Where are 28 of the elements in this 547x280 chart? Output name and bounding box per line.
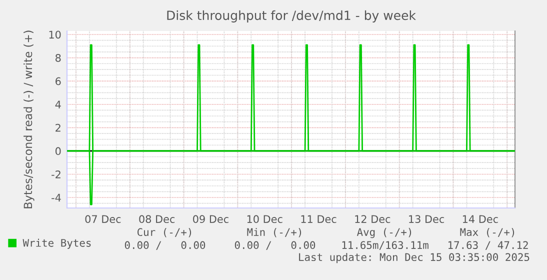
y-tick-label: 0 — [56, 147, 61, 156]
y-tick-label: -2 — [52, 170, 60, 178]
text: Last update: Mon Dec 15 03:35:00 2025 — [299, 252, 530, 264]
text: 0.00 / 0.00 — [124, 241, 206, 250]
text: Cur (-/+) — [137, 228, 192, 238]
y-tick-label: 6 — [56, 77, 61, 86]
text: 17.63 / 47.12 — [448, 241, 528, 250]
legend-label: Write Bytes — [22, 238, 91, 249]
text: 11.65m/163.11m — [342, 241, 428, 250]
chart-title: Disk throughput for /dev/md1 - by week — [167, 10, 416, 22]
text: Min (-/+) — [247, 228, 302, 238]
x-tick-label: 09 Dec — [193, 215, 228, 224]
x-tick-label: 12 Dec — [355, 215, 390, 224]
x-tick-label: 07 Dec — [85, 215, 121, 224]
x-tick-label: 10 Dec — [247, 215, 282, 224]
y-tick-label: 10 — [49, 30, 61, 39]
y-tick-label: 2 — [56, 124, 60, 132]
text: 0.00 / 0.00 — [234, 241, 316, 250]
y-axis-title: Bytes/second read (-) / write (+) — [24, 30, 34, 208]
text: Max (-/+) — [460, 228, 514, 238]
y-tick-label: 4 — [55, 100, 61, 108]
x-tick-label: 13 Dec — [409, 215, 444, 224]
y-tick-label: -4 — [52, 194, 61, 202]
y-tick-label: 8 — [56, 54, 61, 62]
x-tick-label: 11 Dec — [301, 215, 336, 224]
x-tick-label: 08 Dec — [139, 215, 175, 224]
text: Avg (-/+) — [356, 228, 412, 238]
x-tick-label: 14 Dec — [462, 215, 498, 224]
